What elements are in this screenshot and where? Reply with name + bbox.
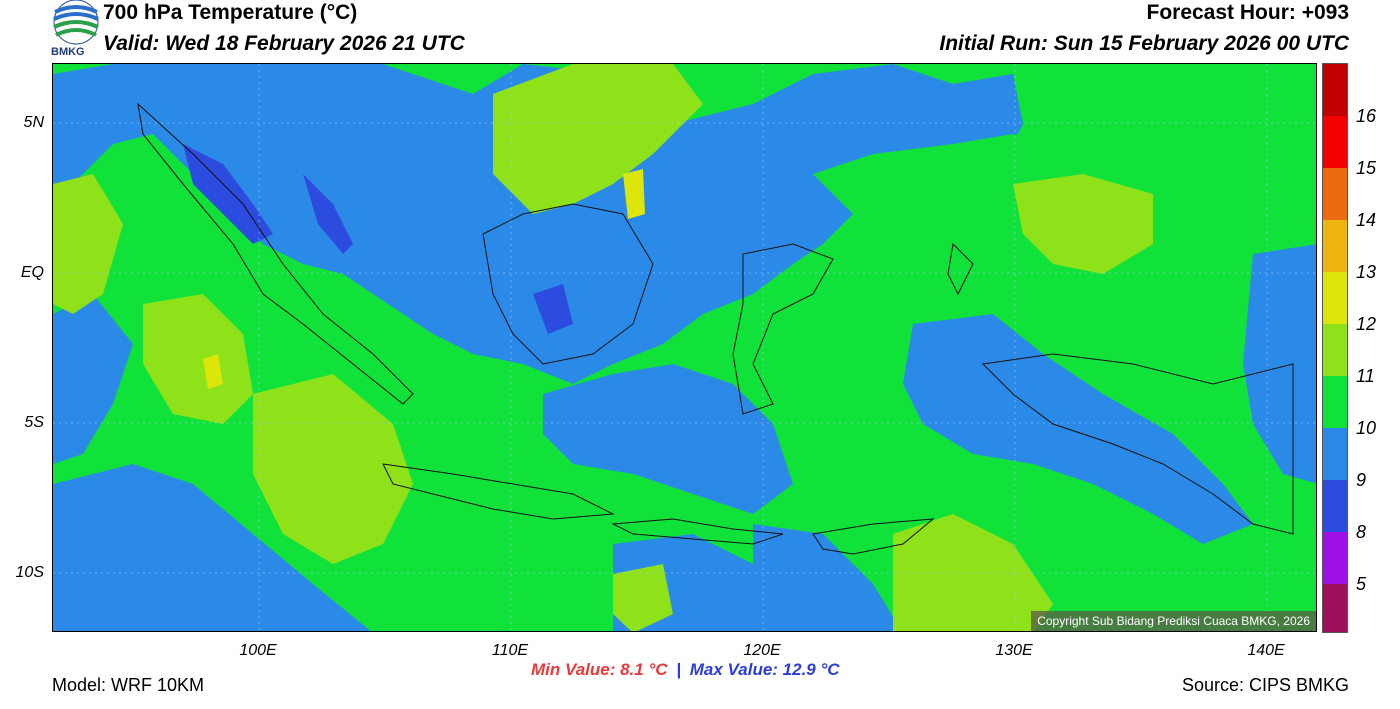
colorbar-swatch [1323,220,1347,272]
forecast-hour: Forecast Hour: +093 [1146,1,1350,24]
x-axis-label-120e: 120E [743,642,781,659]
colorbar-swatch [1323,168,1347,220]
colorbar-label: 12 [1356,314,1377,334]
colorbar-swatch [1323,584,1347,632]
bmkg-logo [53,0,99,45]
y-axis-label-10s: 10S [15,564,44,581]
map-field [53,64,1316,631]
colorbar-swatch [1323,324,1347,376]
logo-label: BMKG [51,46,85,58]
source-label: Source: CIPS BMKG [1181,675,1349,695]
colorbar-swatch [1323,272,1347,324]
min-max-values: Min Value: 8.1 °C | Max Value: 12.9 °C [531,660,840,680]
colorbar-swatch [1323,532,1347,584]
x-axis-label-110e: 110E [491,642,529,659]
colorbar-swatch [1323,64,1347,116]
colorbar-label: 14 [1356,210,1377,230]
colorbar-label: 15 [1356,158,1377,178]
colorbar-label: 16 [1356,106,1377,126]
valid-time: Valid: Wed 18 February 2026 21 UTC [103,32,465,55]
colorbar-swatch [1323,376,1347,428]
chart-title: 700 hPa Temperature (°C) [103,1,358,24]
colorbar-swatch [1323,480,1347,532]
x-axis-label-100e: 100E [239,642,277,659]
max-value: Max Value: 12.9 °C [689,660,840,679]
y-axis-label-eq: EQ [20,264,44,281]
colorbar-label: 9 [1356,470,1367,490]
x-axis-label-140e: 140E [1247,642,1285,659]
colorbar-label: 8 [1356,522,1367,542]
colorbar-swatch [1323,116,1347,168]
x-axis-label-130e: 130E [995,642,1033,659]
y-axis-label-5s: 5S [24,414,44,431]
colorbar-label: 13 [1356,262,1377,282]
colorbar-label: 11 [1356,366,1375,386]
separator: | [676,660,682,679]
colorbar [1322,63,1348,633]
colorbar-swatch [1323,428,1347,480]
temperature-map [52,63,1317,632]
min-value: Min Value: 8.1 °C [531,660,668,679]
colorbar-label: 5 [1356,574,1367,594]
copyright-notice: Copyright Sub Bidang Prediksi Cuaca BMKG… [1031,611,1316,631]
y-axis-label-5n: 5N [23,114,44,131]
model-label: Model: WRF 10KM [52,675,205,695]
colorbar-label: 10 [1356,418,1377,438]
initial-run: Initial Run: Sun 15 February 2026 00 UTC [939,32,1349,55]
